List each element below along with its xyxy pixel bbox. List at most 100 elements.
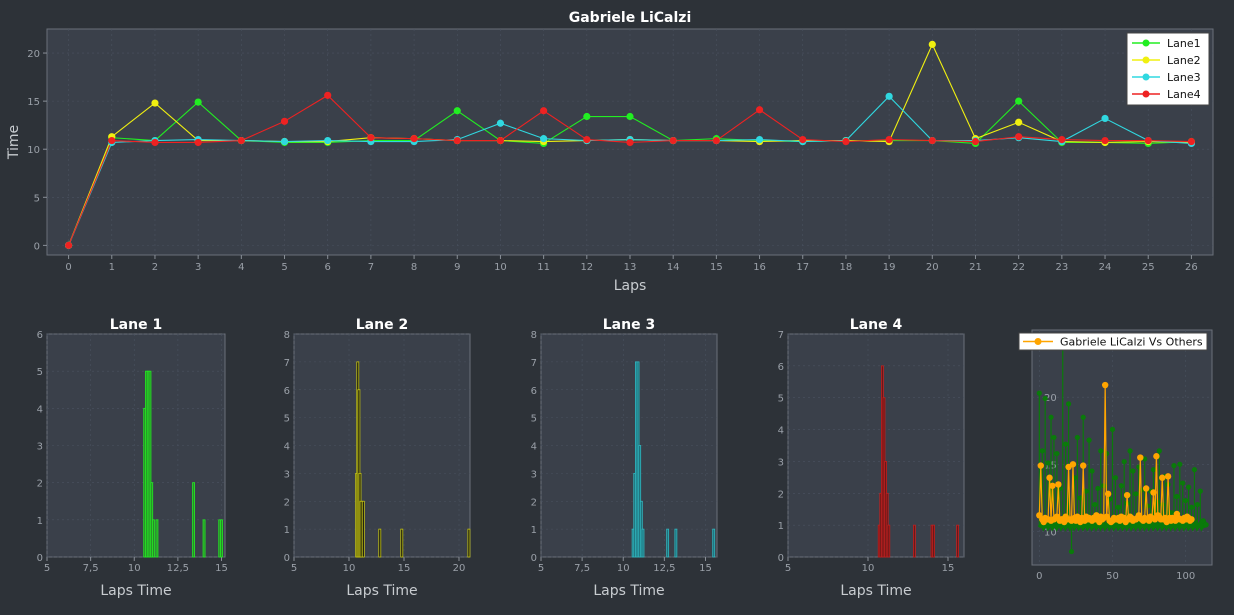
compare-driver-point [1123,491,1131,499]
lane4-y-tick-label: 6 [778,362,784,373]
lane2-y-tick-label: 6 [284,386,290,397]
main-x-tick-label: 26 [1185,262,1198,273]
compare-chart: 0 50 100 10 15 20 Gabriele LiCalzi Vs Others [1018,329,1213,582]
lane1-histogram-bar [155,519,159,558]
lane2-histogram-bar [467,528,471,558]
lane1-plot-area [46,333,226,558]
lane3-x-axis-label: Laps Time [593,583,664,599]
lane3-y-tick-label: 0 [531,553,537,564]
lane2-x-tick-label: 10 [343,563,356,574]
lane2-histogram-bar [378,528,382,558]
main-point-lane4 [842,137,850,146]
lane3-histogram-bar [641,528,645,558]
compare-x-tick-label: 50 [1106,571,1119,582]
compare-others-point [1051,434,1057,441]
lane2-x-axis-label: Laps Time [346,583,417,599]
lane4-y-tick-label: 4 [778,426,784,437]
lane1-histogram-bar [192,482,195,558]
compare-driver-point [1080,462,1087,469]
compare-others-point [1092,501,1098,508]
lane4-y-tick-label: 5 [778,394,784,405]
main-x-tick-label: 15 [710,262,723,273]
main-point-lane4 [626,138,634,147]
main-x-tick-label: 20 [926,262,939,273]
main-x-axis-label: Laps [614,278,647,294]
lane3-y-tick-label: 7 [531,358,537,369]
lane4-histogram-bar [932,524,935,558]
main-point-lane3 [885,92,893,100]
main-point-lane4 [108,136,116,145]
compare-others-point [1183,497,1189,504]
main-x-tick-label: 3 [195,262,201,273]
main-x-tick-label: 0 [65,262,71,273]
main-point-lane4 [453,136,461,145]
lane1-x-axis-label: Laps Time [100,583,171,599]
lane3-y-tick-label: 1 [531,525,537,536]
main-line-chart: 0 1 2 3 4 5 6 7 8 9 10 11 12 13 14 15 16 17 18 19 20 21 22 23 24… [6,10,1214,294]
compare-others-point [1197,488,1203,494]
lane1-y-tick-label: 3 [37,442,43,453]
main-y-tick-label: 20 [27,49,40,60]
lane4-y-tick-label: 2 [778,489,784,500]
main-x-tick-label: 12 [580,262,593,273]
legend-label-lane2: Lane2 [1167,54,1201,67]
main-x-tick-label: 10 [494,262,507,273]
main-point-lane1 [583,112,591,121]
compare-others-point [1130,468,1136,474]
main-point-lane2 [1015,118,1023,126]
main-x-tick-label: 25 [1142,262,1155,273]
main-point-lane4 [237,136,245,145]
compare-others-baseline [1037,519,1209,532]
main-point-lane4 [928,136,936,145]
compare-others-point [1068,548,1075,555]
main-point-lane4 [885,135,893,144]
main-y-tick-label: 15 [27,97,40,108]
lane2-y-tick-label: 7 [284,358,290,369]
compare-others-point [1077,495,1083,501]
main-x-tick-label: 11 [537,262,550,273]
lane1-y-tick-label: 4 [37,404,43,415]
main-point-lane3 [280,137,289,146]
compare-others-point [1074,434,1080,441]
lane2-y-tick-label: 1 [284,525,290,536]
compare-others-point [1080,414,1086,420]
main-point-lane4 [1101,136,1109,145]
lane1-x-tick-label: 10 [128,563,141,574]
compare-driver-point [1188,516,1195,523]
lane4-y-tick-label: 0 [778,553,784,564]
lane3-histogram: 5 7,5 10 12,5 15 0 1 2 3 4 5 6 7 8 Lane 3 Laps Time [531,317,718,599]
lane4-x-tick-label: 15 [942,563,955,574]
main-x-tick-label: 9 [454,262,460,273]
lane1-y-tick-label: 2 [37,479,43,490]
main-x-tick-label: 18 [840,262,853,273]
lane3-y-tick-label: 8 [531,330,537,341]
main-point-lane4 [324,91,332,99]
lane2-x-tick-label: 20 [453,563,466,574]
main-point-lane2 [928,40,936,48]
main-point-lane3 [496,119,505,127]
lane1-y-tick-label: 6 [37,330,43,341]
lane2-x-tick-label: 15 [398,563,411,574]
main-x-tick-label: 23 [1055,262,1068,273]
main-x-tick-label: 4 [238,262,244,273]
compare-others-point [1095,485,1101,492]
main-point-lane4 [712,136,720,145]
legend-label-lane3: Lane3 [1167,71,1201,84]
lane3-histogram-bar [674,528,678,558]
lane1-histogram-bar [152,519,155,558]
legend-swatch-marker [1142,73,1150,81]
lane1-title: Lane 1 [110,317,162,333]
compare-x-tick-label: 100 [1176,571,1195,582]
lane1-histogram-bar [202,519,206,558]
main-point-lane4 [151,138,159,147]
lane3-x-tick-label: 15 [699,563,712,574]
compare-others-point [1045,460,1051,466]
compare-others-point [1039,448,1045,454]
compare-driver-point [1137,454,1144,461]
lane1-x-tick-label: 5 [44,563,50,574]
main-point-lane3 [1101,114,1109,123]
lane2-y-tick-label: 8 [284,330,290,341]
lane4-y-tick-label: 1 [778,521,784,532]
compare-driver-point [1153,453,1160,460]
